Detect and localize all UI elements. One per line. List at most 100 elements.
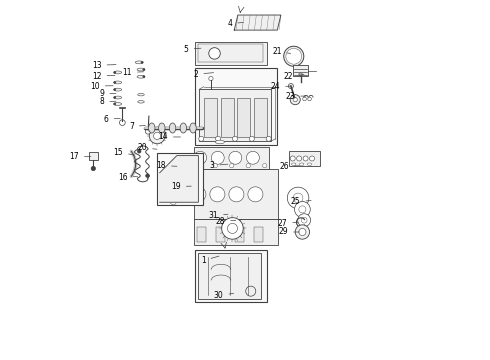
Circle shape bbox=[294, 202, 310, 217]
Bar bbox=[289, 151, 319, 166]
Circle shape bbox=[114, 96, 116, 99]
Circle shape bbox=[114, 81, 116, 84]
Circle shape bbox=[137, 149, 141, 153]
Circle shape bbox=[181, 190, 190, 199]
Circle shape bbox=[171, 185, 176, 190]
Bar bbox=[195, 42, 267, 65]
Text: 2: 2 bbox=[194, 70, 214, 79]
Circle shape bbox=[114, 103, 116, 105]
Polygon shape bbox=[160, 156, 198, 202]
Circle shape bbox=[303, 156, 308, 161]
Ellipse shape bbox=[299, 163, 304, 166]
Text: 1: 1 bbox=[201, 256, 219, 265]
Circle shape bbox=[229, 151, 242, 164]
Circle shape bbox=[199, 136, 204, 141]
Bar bbox=[254, 98, 267, 137]
Circle shape bbox=[227, 224, 238, 233]
Circle shape bbox=[209, 76, 213, 81]
Ellipse shape bbox=[180, 123, 187, 133]
Ellipse shape bbox=[114, 71, 122, 74]
Bar bbox=[157, 153, 203, 205]
Circle shape bbox=[296, 156, 302, 161]
Circle shape bbox=[191, 187, 206, 202]
Text: 19: 19 bbox=[171, 182, 191, 191]
Text: 29: 29 bbox=[278, 228, 299, 237]
Circle shape bbox=[289, 51, 299, 61]
Text: 31: 31 bbox=[208, 211, 228, 220]
Text: 8: 8 bbox=[99, 97, 116, 106]
Ellipse shape bbox=[299, 73, 302, 75]
Bar bbox=[204, 98, 217, 137]
Circle shape bbox=[196, 163, 201, 168]
Circle shape bbox=[221, 218, 243, 239]
Bar bbox=[199, 89, 271, 141]
Ellipse shape bbox=[114, 96, 122, 99]
Circle shape bbox=[232, 136, 238, 141]
Circle shape bbox=[284, 46, 304, 66]
Ellipse shape bbox=[138, 100, 144, 103]
Circle shape bbox=[287, 50, 300, 63]
Circle shape bbox=[213, 163, 218, 168]
Circle shape bbox=[230, 163, 234, 168]
Circle shape bbox=[194, 151, 207, 164]
Text: 10: 10 bbox=[90, 82, 113, 91]
Text: 13: 13 bbox=[92, 61, 116, 70]
Circle shape bbox=[216, 136, 220, 141]
Bar bbox=[89, 152, 98, 159]
Circle shape bbox=[141, 61, 143, 63]
Circle shape bbox=[246, 163, 250, 168]
Circle shape bbox=[146, 129, 151, 134]
Circle shape bbox=[301, 217, 307, 223]
Circle shape bbox=[310, 156, 315, 161]
Text: 16: 16 bbox=[118, 173, 138, 182]
Text: 28: 28 bbox=[216, 217, 236, 226]
Ellipse shape bbox=[137, 68, 145, 71]
Text: 26: 26 bbox=[279, 162, 299, 171]
Bar bbox=[235, 226, 244, 242]
Circle shape bbox=[248, 187, 263, 202]
Circle shape bbox=[249, 136, 254, 141]
Text: 5: 5 bbox=[184, 45, 201, 54]
Bar bbox=[194, 169, 278, 220]
Text: 4: 4 bbox=[227, 19, 244, 28]
Circle shape bbox=[149, 128, 165, 144]
Circle shape bbox=[308, 97, 311, 101]
Text: 3: 3 bbox=[210, 161, 228, 170]
Bar bbox=[216, 226, 224, 242]
Circle shape bbox=[299, 206, 306, 213]
Circle shape bbox=[293, 98, 297, 102]
Text: 23: 23 bbox=[286, 91, 306, 100]
Circle shape bbox=[290, 156, 295, 161]
Circle shape bbox=[295, 225, 310, 239]
Circle shape bbox=[286, 48, 302, 64]
Bar bbox=[254, 226, 263, 242]
Ellipse shape bbox=[114, 88, 122, 91]
Text: 25: 25 bbox=[291, 197, 311, 206]
Circle shape bbox=[143, 68, 145, 71]
Circle shape bbox=[170, 198, 176, 205]
Circle shape bbox=[120, 120, 125, 126]
Text: 6: 6 bbox=[104, 114, 121, 123]
Circle shape bbox=[91, 166, 96, 171]
Text: 7: 7 bbox=[129, 122, 146, 131]
Bar bbox=[195, 68, 277, 145]
Bar bbox=[198, 44, 263, 62]
Circle shape bbox=[299, 228, 306, 235]
Ellipse shape bbox=[114, 103, 122, 105]
Text: 14: 14 bbox=[158, 132, 180, 141]
Circle shape bbox=[167, 195, 173, 201]
Bar bbox=[238, 98, 250, 137]
Ellipse shape bbox=[307, 163, 312, 166]
Ellipse shape bbox=[216, 140, 224, 144]
Ellipse shape bbox=[170, 123, 176, 133]
Bar bbox=[197, 253, 262, 299]
Circle shape bbox=[146, 174, 149, 177]
Text: 15: 15 bbox=[114, 148, 135, 157]
Circle shape bbox=[303, 97, 306, 101]
Circle shape bbox=[298, 214, 311, 226]
Ellipse shape bbox=[292, 163, 296, 166]
Circle shape bbox=[287, 187, 309, 209]
Circle shape bbox=[293, 193, 303, 203]
Circle shape bbox=[209, 48, 221, 59]
Text: 21: 21 bbox=[272, 47, 291, 56]
